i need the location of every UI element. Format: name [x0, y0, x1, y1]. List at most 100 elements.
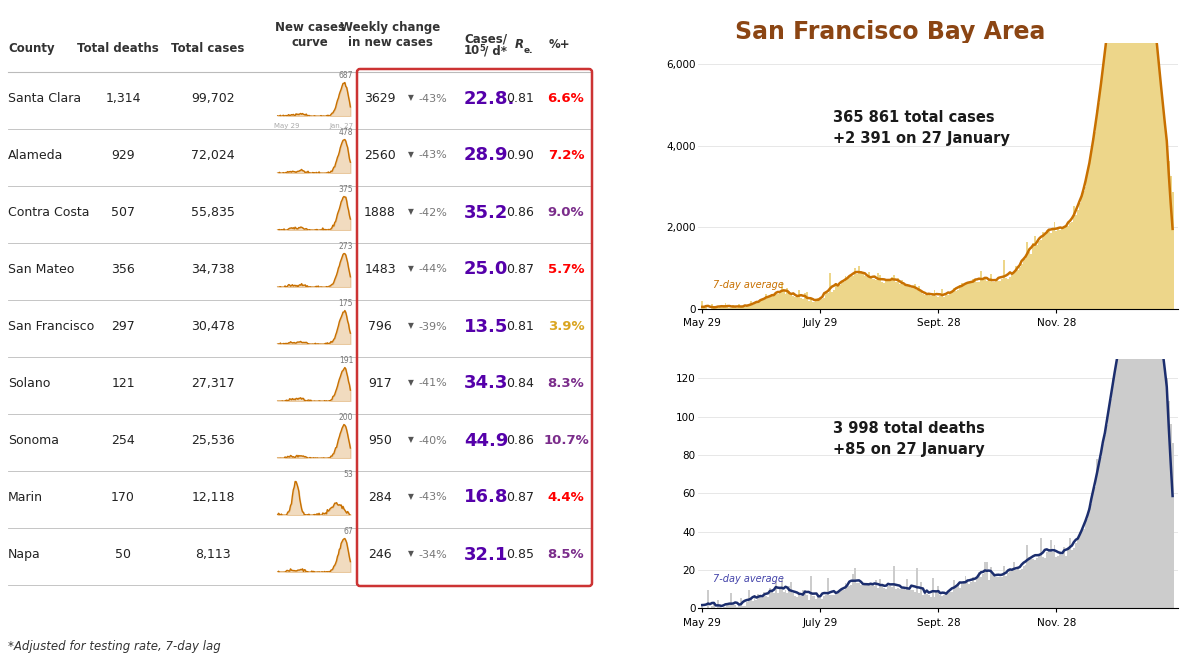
Bar [761, 299, 763, 309]
Text: 246: 246 [368, 548, 392, 561]
Bar [1146, 260, 1148, 608]
Bar [887, 586, 889, 608]
Bar [1025, 259, 1026, 309]
Bar [1085, 523, 1086, 608]
Text: 8.3%: 8.3% [547, 377, 584, 390]
Text: -43%: -43% [418, 94, 446, 104]
Bar [791, 582, 792, 608]
Bar [1127, 304, 1129, 608]
Bar [887, 280, 889, 309]
Text: Weekly change
in new cases: Weekly change in new cases [340, 21, 440, 49]
Text: Alameda: Alameda [8, 149, 64, 162]
Bar [1088, 508, 1091, 608]
Bar [1092, 493, 1094, 608]
Bar [1094, 132, 1096, 309]
Bar [796, 597, 798, 608]
Bar [991, 575, 994, 608]
Text: *Adjusted for testing rate, 7-day lag: *Adjusted for testing rate, 7-day lag [8, 640, 221, 653]
Bar [880, 579, 881, 608]
Text: 356: 356 [112, 263, 134, 276]
Bar [1060, 554, 1061, 608]
Bar [905, 590, 906, 608]
Bar [920, 292, 922, 309]
Bar [754, 595, 756, 608]
Bar [946, 295, 947, 309]
Bar [748, 590, 750, 608]
Bar [870, 585, 871, 608]
Bar [971, 582, 972, 608]
Bar [1026, 242, 1028, 309]
Bar [748, 307, 750, 309]
Text: ▼: ▼ [408, 93, 414, 102]
Bar [866, 585, 868, 608]
Bar [1151, 281, 1152, 608]
Bar [852, 276, 854, 309]
Text: Marin: Marin [8, 491, 43, 504]
Bar [788, 585, 791, 608]
Bar [1152, 291, 1154, 608]
Bar [860, 585, 862, 608]
Bar [742, 307, 744, 309]
Text: 200: 200 [338, 413, 353, 422]
Bar [827, 578, 829, 608]
Bar [800, 597, 802, 608]
Bar [899, 589, 901, 608]
Bar [972, 279, 974, 309]
Bar [744, 307, 746, 309]
Bar [842, 283, 845, 309]
Bar [899, 284, 901, 309]
Bar [1019, 570, 1021, 608]
Bar [1061, 227, 1063, 309]
Text: 53: 53 [343, 470, 353, 479]
Bar [1006, 577, 1007, 608]
Bar [1145, 265, 1146, 608]
Bar [701, 301, 703, 309]
Text: 7-day average: 7-day average [713, 573, 784, 584]
Bar [1133, 0, 1135, 309]
Bar [976, 577, 978, 608]
Bar [1067, 225, 1069, 309]
Bar [906, 579, 908, 608]
Bar [827, 293, 829, 309]
Bar [1036, 558, 1038, 608]
Bar [776, 294, 779, 309]
Bar [988, 279, 990, 309]
Text: -42%: -42% [418, 207, 446, 217]
Bar [962, 581, 965, 608]
Bar [1081, 531, 1082, 608]
Text: May 29: May 29 [274, 122, 300, 128]
Bar [1171, 192, 1174, 309]
Bar [936, 297, 937, 309]
Bar [1038, 241, 1040, 309]
Bar [901, 589, 902, 608]
Bar [876, 280, 877, 309]
Bar [776, 593, 779, 608]
Bar [816, 598, 817, 608]
Bar [980, 271, 982, 309]
Bar [1016, 271, 1019, 309]
Bar [1000, 281, 1001, 309]
Bar [761, 598, 763, 608]
Bar [918, 593, 920, 608]
Bar [826, 291, 827, 309]
Text: 170: 170 [112, 491, 134, 504]
Text: 191: 191 [338, 356, 353, 365]
Text: 67: 67 [343, 527, 353, 536]
Bar [754, 303, 756, 309]
Bar [982, 574, 984, 608]
Bar [1006, 279, 1007, 309]
Bar [1066, 226, 1067, 309]
Bar [1123, 0, 1126, 309]
Bar [738, 304, 740, 309]
Bar [1129, 0, 1130, 309]
Bar [1082, 529, 1085, 608]
Bar [926, 295, 928, 309]
Bar [775, 295, 776, 309]
Bar [984, 561, 986, 608]
Bar [937, 297, 940, 309]
Bar [1051, 552, 1054, 608]
Bar [794, 596, 796, 608]
Text: ▼: ▼ [408, 150, 414, 159]
Bar [833, 595, 835, 608]
Bar [817, 299, 820, 309]
